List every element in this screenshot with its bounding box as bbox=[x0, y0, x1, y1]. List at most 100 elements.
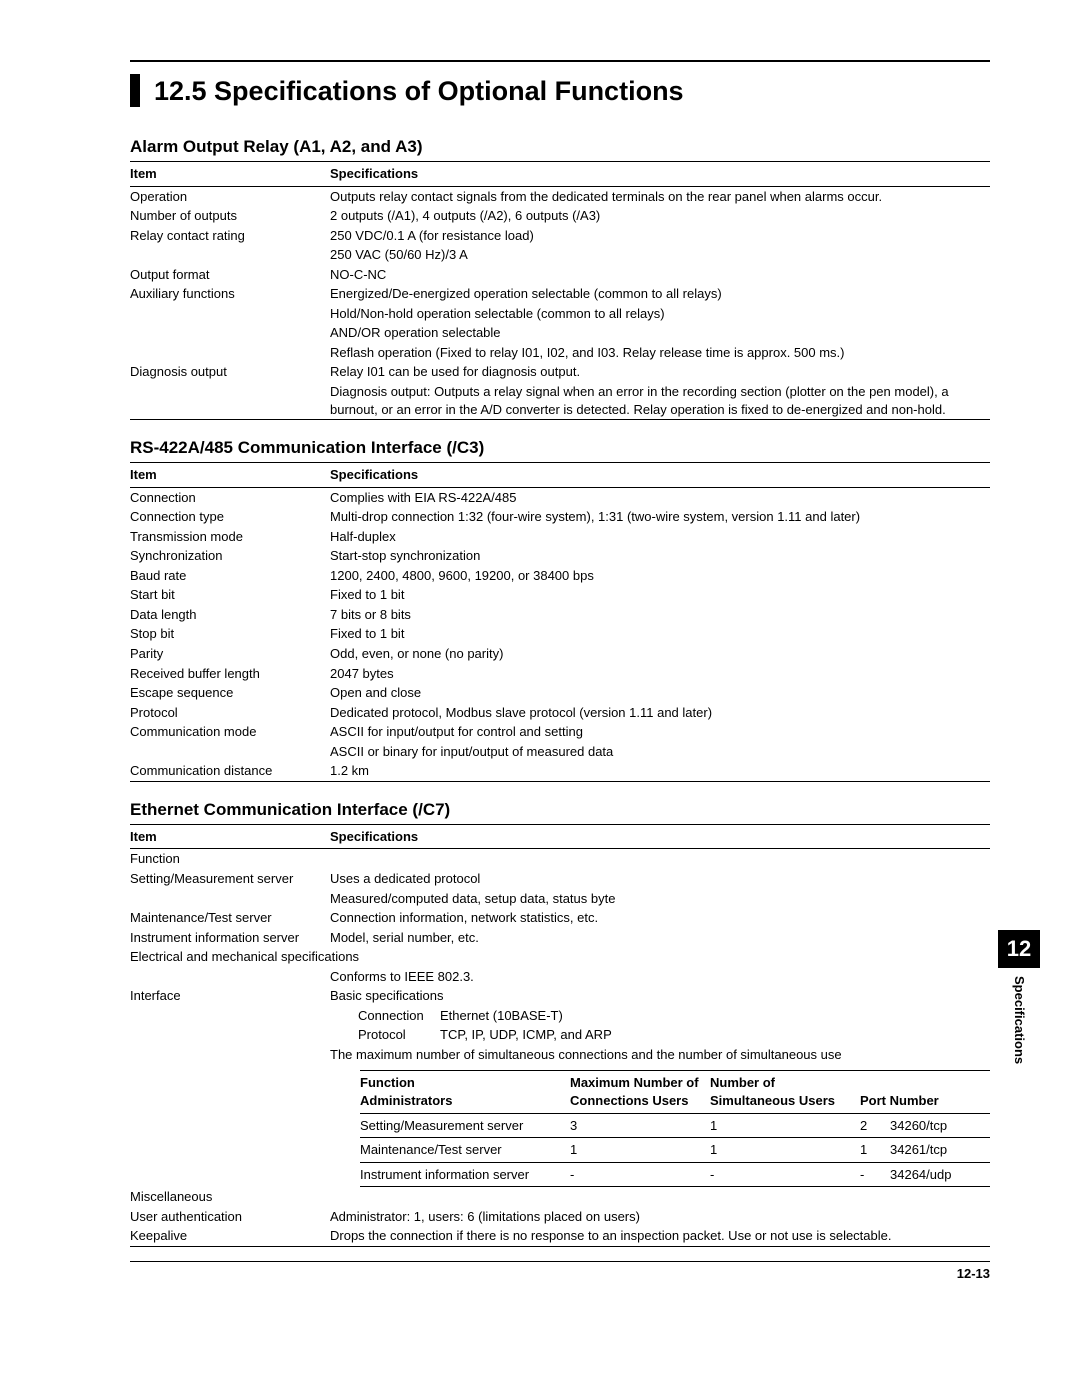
cell: Half-duplex bbox=[330, 527, 990, 547]
cell: Setting/Measurement server bbox=[360, 1113, 570, 1138]
cell: Conforms to IEEE 802.3. bbox=[330, 967, 990, 987]
cell: Connection type bbox=[130, 507, 330, 527]
cell: Escape sequence bbox=[130, 683, 330, 703]
section-alarm-title: Alarm Output Relay (A1, A2, and A3) bbox=[130, 137, 990, 157]
rs422-table: Item Specifications ConnectionComplies w… bbox=[130, 462, 990, 782]
section-ethernet-title: Ethernet Communication Interface (/C7) bbox=[130, 800, 990, 820]
cell: Stop bit bbox=[130, 624, 330, 644]
cell: Interface bbox=[130, 986, 330, 1006]
cell: Relay contact rating bbox=[130, 226, 330, 246]
th-spec: Specifications bbox=[330, 824, 990, 849]
cell: Start bit bbox=[130, 585, 330, 605]
cell: Drops the connection if there is no resp… bbox=[330, 1226, 990, 1246]
cell: Received buffer length bbox=[130, 664, 330, 684]
cell: 34264/udp bbox=[890, 1162, 990, 1187]
cell: 2047 bytes bbox=[330, 664, 990, 684]
cell: Measured/computed data, setup data, stat… bbox=[330, 889, 990, 909]
page-title-row: 12.5 Specifications of Optional Function… bbox=[130, 74, 990, 107]
cell: Number of outputs bbox=[130, 206, 330, 226]
cell: ASCII for input/output for control and s… bbox=[330, 722, 990, 742]
cell: Start-stop synchronization bbox=[330, 546, 990, 566]
cell: TCP, IP, UDP, ICMP, and ARP bbox=[440, 1026, 612, 1044]
th: Maximum Number ofConnections Users bbox=[570, 1071, 710, 1113]
section-rs422-title: RS-422A/485 Communication Interface (/C3… bbox=[130, 438, 990, 458]
cell: Baud rate bbox=[130, 566, 330, 586]
cell: ASCII or binary for input/output of meas… bbox=[330, 742, 990, 762]
th: Number ofSimultaneous Users bbox=[710, 1071, 860, 1113]
th: Port Number bbox=[860, 1071, 990, 1113]
cell: User authentication bbox=[130, 1207, 330, 1227]
page-number: 12-13 bbox=[957, 1266, 990, 1281]
cell: Parity bbox=[130, 644, 330, 664]
table-row: Maintenance/Test server 1 1 1 34261/tcp bbox=[360, 1138, 990, 1163]
cell: AND/OR operation selectable bbox=[330, 323, 990, 343]
cell: ProtocolTCP, IP, UDP, ICMP, and ARP bbox=[330, 1025, 990, 1045]
cell: Electrical and mechanical specifications bbox=[130, 947, 990, 967]
cell: Ethernet (10BASE-T) bbox=[440, 1007, 563, 1025]
cell: Communication mode bbox=[130, 722, 330, 742]
cell: Keepalive bbox=[130, 1226, 330, 1246]
cell: 1 bbox=[570, 1138, 710, 1163]
cell: Diagnosis output bbox=[130, 362, 330, 382]
cell: The maximum number of simultaneous conne… bbox=[330, 1045, 990, 1065]
th-item: Item bbox=[130, 463, 330, 488]
side-tab: 12 Specifications bbox=[998, 930, 1040, 1064]
cell: Maintenance/Test server bbox=[360, 1138, 570, 1163]
interface-inner-table: FunctionAdministrators Maximum Number of… bbox=[360, 1070, 990, 1187]
cell: Operation bbox=[130, 186, 330, 206]
cell: Hold/Non-hold operation selectable (comm… bbox=[330, 304, 990, 324]
cell: Reflash operation (Fixed to relay I01, I… bbox=[330, 343, 990, 363]
cell: 34260/tcp bbox=[890, 1113, 990, 1138]
cell: Miscellaneous bbox=[130, 1187, 330, 1207]
cell: Connection information, network statisti… bbox=[330, 908, 990, 928]
cell: - bbox=[710, 1162, 860, 1187]
table-row: Setting/Measurement server 3 1 2 34260/t… bbox=[360, 1113, 990, 1138]
cell: Setting/Measurement server bbox=[130, 869, 330, 889]
cell: Administrator: 1, users: 6 (limitations … bbox=[330, 1207, 990, 1227]
tab-label: Specifications bbox=[1012, 976, 1027, 1064]
cell: 3 bbox=[570, 1113, 710, 1138]
cell: Output format bbox=[130, 265, 330, 285]
title-bar-icon bbox=[130, 74, 140, 107]
cell: Basic specifications bbox=[330, 986, 990, 1006]
cell: Dedicated protocol, Modbus slave protoco… bbox=[330, 703, 990, 723]
cell: 34261/tcp bbox=[890, 1138, 990, 1163]
cell: 1 bbox=[860, 1138, 890, 1163]
th-item: Item bbox=[130, 824, 330, 849]
cell: Diagnosis output: Outputs a relay signal… bbox=[330, 382, 990, 420]
cell: Outputs relay contact signals from the d… bbox=[330, 186, 990, 206]
page-title: 12.5 Specifications of Optional Function… bbox=[154, 74, 684, 107]
cell: Transmission mode bbox=[130, 527, 330, 547]
th: FunctionAdministrators bbox=[360, 1071, 570, 1113]
cell: Connection bbox=[130, 487, 330, 507]
cell: Uses a dedicated protocol bbox=[330, 869, 990, 889]
cell: Auxiliary functions bbox=[130, 284, 330, 304]
tab-number: 12 bbox=[998, 930, 1040, 968]
cell: 1 bbox=[710, 1138, 860, 1163]
th-spec: Specifications bbox=[330, 162, 990, 187]
footer: 12-13 bbox=[130, 1261, 990, 1281]
cell: Protocol bbox=[130, 703, 330, 723]
cell: 1 bbox=[710, 1113, 860, 1138]
cell: Maintenance/Test server bbox=[130, 908, 330, 928]
cell: NO-C-NC bbox=[330, 265, 990, 285]
cell: Energized/De-energized operation selecta… bbox=[330, 284, 990, 304]
cell: 1200, 2400, 4800, 9600, 19200, or 38400 … bbox=[330, 566, 990, 586]
cell: Instrument information server bbox=[130, 928, 330, 948]
cell: Odd, even, or none (no parity) bbox=[330, 644, 990, 664]
cell: Fixed to 1 bit bbox=[330, 624, 990, 644]
cell: Communication distance bbox=[130, 761, 330, 781]
alarm-table: Item Specifications OperationOutputs rel… bbox=[130, 161, 990, 420]
cell: - bbox=[570, 1162, 710, 1187]
cell: 7 bits or 8 bits bbox=[330, 605, 990, 625]
cell: 1.2 km bbox=[330, 761, 990, 781]
ethernet-table: Item Specifications Function Setting/Mea… bbox=[130, 824, 990, 1247]
cell: Synchronization bbox=[130, 546, 330, 566]
cell: ConnectionEthernet (10BASE-T) bbox=[330, 1006, 990, 1026]
cell: Function bbox=[130, 849, 330, 869]
cell: Fixed to 1 bit bbox=[330, 585, 990, 605]
th-spec: Specifications bbox=[330, 463, 990, 488]
cell: 250 VDC/0.1 A (for resistance load) bbox=[330, 226, 990, 246]
cell: 2 outputs (/A1), 4 outputs (/A2), 6 outp… bbox=[330, 206, 990, 226]
table-row: Instrument information server - - - 3426… bbox=[360, 1162, 990, 1187]
